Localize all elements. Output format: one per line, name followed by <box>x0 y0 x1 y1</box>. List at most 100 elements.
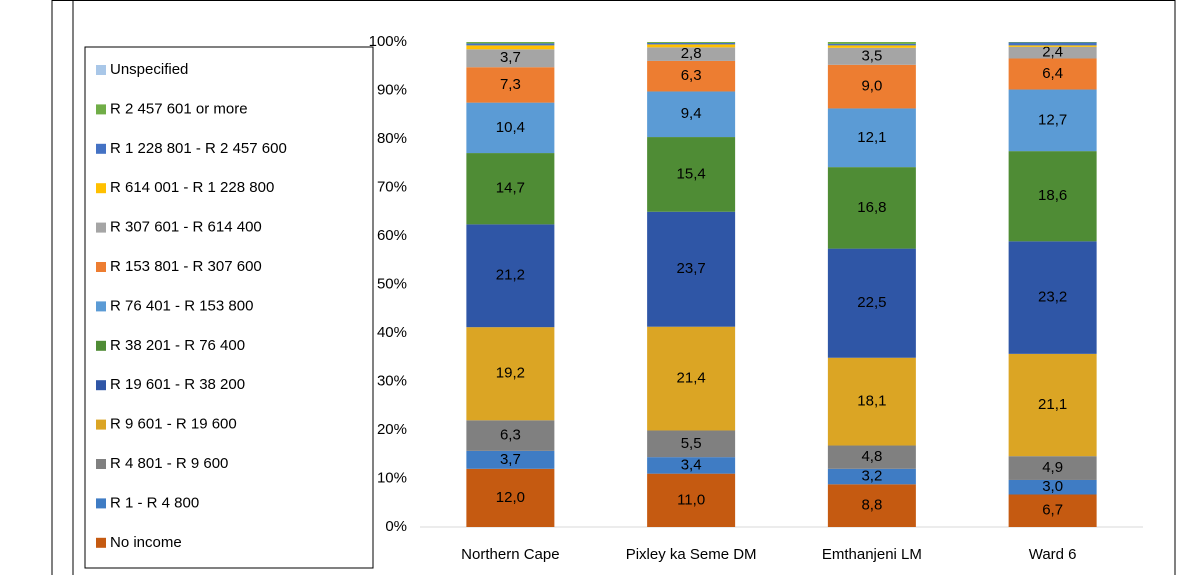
bar-segment <box>647 457 736 474</box>
bar-segment <box>647 211 736 327</box>
data-label: 12,0 <box>496 489 525 506</box>
legend-swatch <box>96 340 106 351</box>
bar-segment <box>827 484 916 527</box>
legend-swatch <box>96 380 106 391</box>
legend-swatch <box>96 143 106 154</box>
bar-segment <box>1008 494 1097 527</box>
data-label: 9,4 <box>681 105 702 122</box>
bar-segment <box>647 42 736 45</box>
data-label: 18,1 <box>857 393 886 410</box>
x-tick-label: Pixley ka Seme DM <box>626 546 757 563</box>
legend-label: R 2 457 601 or more <box>110 100 248 117</box>
bar-segment <box>466 420 555 451</box>
data-label: 6,7 <box>1042 502 1063 519</box>
bar-segment <box>647 47 736 61</box>
bar-segment <box>647 473 736 527</box>
data-label: 2,8 <box>681 45 702 62</box>
y-tick-label: 60% <box>377 227 407 244</box>
bar-segment <box>827 468 916 485</box>
data-label: 21,4 <box>677 370 706 387</box>
data-label: 6,3 <box>681 67 702 84</box>
bar-segment <box>647 91 736 138</box>
bar-segment <box>1008 42 1097 46</box>
bar-segment <box>466 67 555 103</box>
data-label: 21,2 <box>496 267 525 284</box>
data-label: 23,2 <box>1038 289 1067 306</box>
legend-swatch <box>96 459 106 469</box>
bar-segment <box>827 167 916 249</box>
bar-segment <box>1008 58 1097 90</box>
data-label: 14,7 <box>496 180 525 197</box>
legend-label: R 19 601 - R 38 200 <box>110 376 245 393</box>
data-label: 22,5 <box>857 294 886 311</box>
y-tick-label: 70% <box>377 178 407 195</box>
data-label: 2,4 <box>1042 44 1063 61</box>
data-label: 9,0 <box>861 78 882 95</box>
bar-segment <box>466 450 555 469</box>
y-tick-label: 40% <box>377 324 407 341</box>
legend-swatch <box>96 498 106 509</box>
legend-label: R 153 801 - R 307 600 <box>110 258 262 275</box>
data-label: 3,7 <box>500 451 521 468</box>
bar-segment <box>647 430 736 458</box>
bar-segment <box>1008 45 1097 47</box>
y-tick-label: 90% <box>377 81 407 98</box>
bar-segment <box>827 108 916 168</box>
data-label: 19,2 <box>496 365 525 382</box>
data-label: 12,7 <box>1038 111 1067 128</box>
y-tick-label: 50% <box>377 275 407 292</box>
bar-segment <box>466 153 555 225</box>
data-label: 5,5 <box>681 435 702 452</box>
bar-segment <box>1008 89 1097 152</box>
bar-segment <box>466 42 555 44</box>
legend-swatch <box>96 183 106 194</box>
legend-label: Unspecified <box>110 61 188 78</box>
data-label: 3,5 <box>861 47 882 64</box>
bar-segment <box>827 64 916 109</box>
data-label: 8,8 <box>861 497 882 514</box>
legend-swatch <box>96 301 106 312</box>
data-label: 6,3 <box>500 427 521 444</box>
bar-segment <box>466 49 555 68</box>
data-label: 15,4 <box>677 165 706 182</box>
legend-swatch <box>96 65 106 75</box>
data-label: 10,4 <box>496 119 525 136</box>
legend-swatch <box>96 262 106 272</box>
data-label: 23,7 <box>677 260 706 277</box>
x-tick-label: Ward 6 <box>1029 546 1077 563</box>
legend-label: R 4 801 - R 9 600 <box>110 455 228 472</box>
y-tick-label: 80% <box>377 130 407 147</box>
legend-label: R 614 001 - R 1 228 800 <box>110 179 274 196</box>
bar-segment <box>827 42 916 44</box>
data-label: 6,4 <box>1042 65 1063 82</box>
data-label: 3,7 <box>500 49 521 66</box>
legend-label: R 38 201 - R 76 400 <box>110 337 245 354</box>
bar-segment <box>827 45 916 48</box>
bar-segment <box>647 326 736 431</box>
data-label: 4,8 <box>861 448 882 465</box>
data-label: 7,3 <box>500 76 521 93</box>
bar-segment <box>466 224 555 328</box>
bar-segment <box>647 42 736 43</box>
bar-segment <box>1008 456 1097 480</box>
data-label: 4,9 <box>1042 459 1063 476</box>
legend-swatch <box>96 419 106 430</box>
legend-label: R 9 601 - R 19 600 <box>110 416 237 433</box>
y-tick-label: 10% <box>377 469 407 486</box>
y-tick-label: 20% <box>377 421 407 438</box>
data-label: 16,8 <box>857 199 886 216</box>
bar-segment <box>827 445 916 469</box>
data-label: 12,1 <box>857 129 886 146</box>
x-tick-label: Northern Cape <box>461 546 559 563</box>
x-tick-label: Emthanjeni LM <box>822 546 922 563</box>
data-label: 3,4 <box>681 456 702 473</box>
legend-label: R 1 - R 4 800 <box>110 494 199 511</box>
bar-segment <box>466 468 555 527</box>
bar-segment <box>466 327 555 421</box>
legend-label: R 307 601 - R 614 400 <box>110 219 262 236</box>
bar-segment <box>466 43 555 46</box>
bar-segment <box>1008 151 1097 242</box>
bar-segment <box>466 102 555 154</box>
y-tick-label: 0% <box>385 518 407 535</box>
bar-segment <box>647 137 736 212</box>
